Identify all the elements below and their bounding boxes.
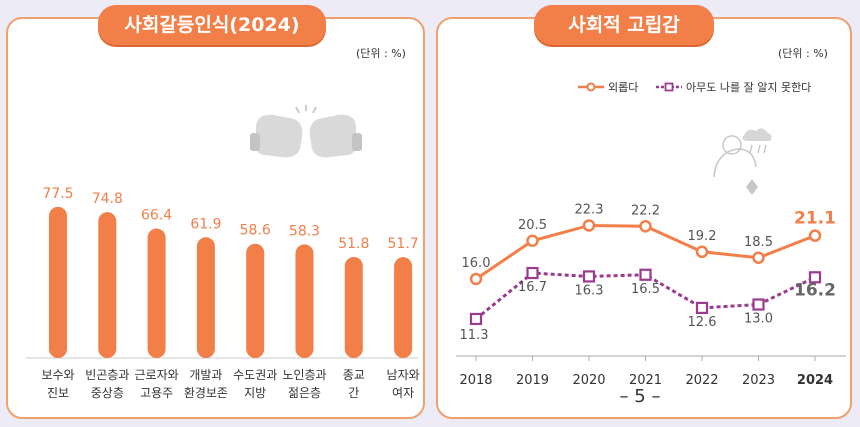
bar-value-label: 77.5 [42,186,73,202]
category-label: 개발과 [189,368,222,382]
bar-value-label: 51.7 [388,236,419,252]
lonely-person-icon [713,128,772,195]
data-point [526,234,539,247]
data-label: 16.2 [794,280,836,300]
legend-label-2: 아무도 나를 잘 알지 못한다 [686,81,812,94]
page-number: – 5 – [619,386,661,407]
data-label: 20.5 [518,218,547,233]
data-label: 12.6 [688,315,717,330]
data-point [526,266,539,280]
legend-label-1: 외롭다 [608,81,639,94]
category-label: 보수와 [41,368,74,382]
data-point [808,271,822,284]
data-point [582,270,596,283]
data-label: 16.0 [462,256,491,271]
bar [394,257,413,358]
bar [98,212,117,358]
data-label: 19.2 [688,229,717,244]
bar [49,206,67,358]
data-label: 16.3 [575,283,604,298]
bar [295,244,314,358]
x-tick-label: 2020 [572,373,605,388]
category-label: 진보 [47,386,69,400]
x-tick-label: 2023 [742,373,775,388]
data-point [469,272,483,286]
data-label: 22.2 [631,203,660,218]
x-tick-label: 2021 [629,373,662,388]
category-label: 수도권과 [233,368,277,382]
category-label: 근로자와 [135,368,179,382]
bar [196,237,215,358]
data-point [695,245,709,259]
social-isolation-title: 사회적 고립감 [534,5,714,45]
category-label: 중상층 [91,386,124,400]
category-label: 노인층과 [282,368,326,382]
data-point [469,312,483,326]
category-label: 남자와 [387,368,420,382]
category-label: 지방 [244,386,266,400]
data-point [639,220,652,233]
line-chart: 2018 2019 2020 2021 2022 2023 2024 16.0 20.5 22.3… [456,128,846,388]
bar-value-label: 51.8 [338,236,369,252]
data-label: 16.7 [518,280,547,295]
category-label: 종교 [343,368,365,382]
x-tick-label: 2019 [516,373,549,388]
bar [344,256,363,358]
boxing-gloves-icon [250,105,362,158]
unit-label-right: (단위 : %) [778,47,828,60]
x-tick-label: 2024 [797,373,833,388]
data-point [695,301,709,314]
category-label: 여자 [392,386,414,400]
data-label: 22.3 [575,202,604,217]
data-label: 21.1 [794,209,836,229]
bar-value-label: 58.6 [240,223,271,239]
category-label: 고용주 [140,386,173,400]
bar-value-label: 66.4 [141,208,172,224]
data-point [582,219,596,232]
unit-label: (단위 : %) [356,47,406,60]
data-point [752,251,765,264]
social-conflict-title: 사회갈등인식(2024) [98,5,326,45]
data-point [639,268,652,281]
category-label: 젊은층 [288,386,321,400]
bar-value-label: 61.9 [190,216,221,232]
legend-series-1: 외롭다 [578,79,638,95]
data-label: 16.5 [631,282,660,297]
legend-series-2: 아무도 나를 잘 알지 못한다 [656,79,811,95]
data-point [752,298,765,311]
data-label: 11.3 [460,328,489,343]
category-label: 빈곤층과 [85,368,129,382]
data-point [808,229,822,242]
bar-value-label: 58.3 [289,223,320,239]
x-tick-label: 2018 [459,373,492,388]
data-label: 13.0 [744,312,773,327]
bar [246,243,265,358]
category-label: 간 [348,386,359,400]
data-label: 18.5 [744,235,773,250]
x-tick-label: 2022 [685,373,718,388]
category-label: 환경보존 [184,386,228,400]
bar-value-label: 74.8 [92,191,123,207]
bar [147,228,166,358]
social-isolation-panel: 사회적 고립감 (단위 : %) 외롭다 아무도 나를 잘 알지 못한다 201… [436,5,852,419]
